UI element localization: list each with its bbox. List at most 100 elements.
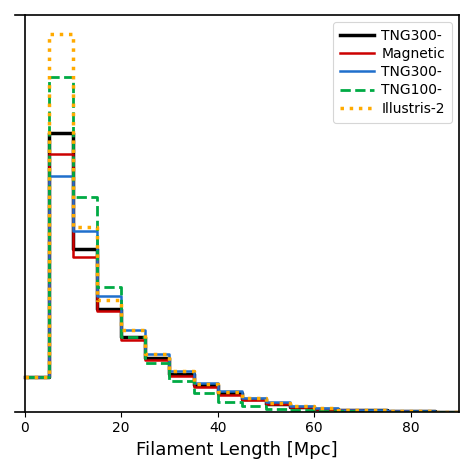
TNG300- xyxy=(360,407,365,412)
Illustris-2 xyxy=(432,409,438,415)
Illustris-2 xyxy=(215,390,220,395)
TNG300- xyxy=(239,395,245,401)
TNG300- xyxy=(22,374,27,380)
Illustris-2 xyxy=(46,374,52,380)
Magnetic xyxy=(287,401,293,407)
TNG300- xyxy=(191,380,196,385)
TNG300- xyxy=(166,371,172,377)
Magnetic xyxy=(432,409,438,415)
TNG100- xyxy=(143,334,148,339)
Illustris-2 xyxy=(287,400,293,406)
Magnetic xyxy=(263,397,269,403)
TNG100- xyxy=(263,403,269,409)
Magnetic xyxy=(215,384,220,390)
TNG100- xyxy=(360,409,365,414)
TNG300- xyxy=(336,405,341,411)
TNG100- xyxy=(384,409,390,415)
Illustris-2 xyxy=(456,409,462,415)
TNG300- xyxy=(143,355,148,361)
TNG300- xyxy=(143,328,148,333)
TNG300- xyxy=(94,306,100,311)
TNG300- xyxy=(22,374,27,380)
TNG300- xyxy=(384,408,390,414)
TNG300- xyxy=(239,388,245,394)
TNG300- xyxy=(191,368,196,374)
Illustris-2 xyxy=(263,400,269,406)
Illustris-2 xyxy=(166,351,172,356)
Illustris-2 xyxy=(408,408,414,414)
Illustris-2 xyxy=(287,403,293,409)
TNG100- xyxy=(311,408,317,414)
TNG100- xyxy=(311,407,317,413)
TNG300- xyxy=(143,334,148,339)
Magnetic xyxy=(239,397,245,403)
TNG300- xyxy=(70,130,76,136)
TNG300- xyxy=(456,409,462,415)
TNG300- xyxy=(360,408,365,413)
Magnetic xyxy=(70,255,76,260)
Illustris-2 xyxy=(311,405,317,411)
TNG300- xyxy=(166,351,172,356)
TNG300- xyxy=(215,391,220,396)
TNG300- xyxy=(456,409,462,415)
Magnetic xyxy=(408,409,414,414)
Magnetic xyxy=(46,151,52,157)
TNG300- xyxy=(384,408,390,414)
TNG300- xyxy=(46,130,52,136)
TNG300- xyxy=(311,405,317,411)
Illustris-2 xyxy=(46,31,52,37)
Illustris-2 xyxy=(311,403,317,409)
Illustris-2 xyxy=(360,407,365,412)
TNG100- xyxy=(94,194,100,200)
Illustris-2 xyxy=(456,409,462,415)
TNG100- xyxy=(166,360,172,366)
Illustris-2 xyxy=(239,395,245,401)
TNG300- xyxy=(311,404,317,410)
TNG300- xyxy=(70,246,76,251)
TNG300- xyxy=(408,408,414,414)
TNG300- xyxy=(118,293,124,299)
TNG300- xyxy=(263,395,269,401)
TNG300- xyxy=(287,404,293,410)
TNG300- xyxy=(432,409,438,415)
TNG300- xyxy=(408,409,414,414)
Line: Illustris-2: Illustris-2 xyxy=(25,34,459,412)
Magnetic xyxy=(456,409,462,415)
TNG100- xyxy=(263,406,269,411)
Magnetic xyxy=(360,408,365,413)
TNG300- xyxy=(94,228,100,234)
TNG300- xyxy=(143,351,148,356)
Illustris-2 xyxy=(118,328,124,333)
TNG100- xyxy=(287,407,293,413)
Magnetic xyxy=(287,405,293,410)
Magnetic xyxy=(118,308,124,314)
Magnetic xyxy=(311,406,317,412)
Illustris-2 xyxy=(94,297,100,303)
Magnetic xyxy=(94,308,100,314)
Illustris-2 xyxy=(360,408,365,413)
X-axis label: Filament Length [Mpc]: Filament Length [Mpc] xyxy=(136,441,338,459)
TNG300- xyxy=(432,409,438,414)
TNG300- xyxy=(287,401,293,406)
TNG300- xyxy=(191,371,196,377)
TNG300- xyxy=(432,409,438,414)
TNG300- xyxy=(408,409,414,414)
TNG300- xyxy=(70,173,76,178)
Legend: TNG300-, Magnetic, TNG300-, TNG100-, Illustris-2: TNG300-, Magnetic, TNG300-, TNG100-, Ill… xyxy=(333,22,452,122)
TNG300- xyxy=(118,328,124,333)
Magnetic xyxy=(263,401,269,407)
TNG300- xyxy=(166,368,172,374)
Illustris-2 xyxy=(191,381,196,387)
TNG300- xyxy=(408,408,414,414)
TNG300- xyxy=(311,406,317,411)
TNG300- xyxy=(118,334,124,339)
TNG300- xyxy=(239,391,245,396)
Illustris-2 xyxy=(336,407,341,412)
TNG300- xyxy=(360,407,365,413)
Magnetic xyxy=(336,406,341,412)
TNG100- xyxy=(118,284,124,290)
TNG100- xyxy=(336,408,341,414)
Line: TNG300-: TNG300- xyxy=(25,175,459,412)
TNG300- xyxy=(263,396,269,402)
Magnetic xyxy=(336,408,341,413)
